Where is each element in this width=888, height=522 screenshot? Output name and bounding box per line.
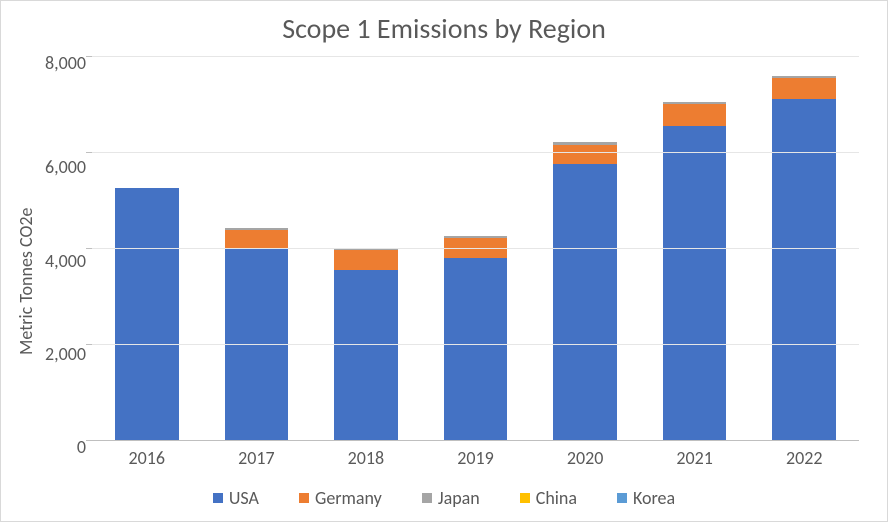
y-tick-label: 0 — [77, 438, 86, 456]
y-tick-mark — [86, 152, 92, 153]
bar-segment — [772, 78, 836, 100]
legend-item: China — [520, 487, 577, 509]
bar-segment — [663, 104, 727, 126]
legend-swatch — [422, 493, 432, 503]
legend-item: USA — [213, 487, 259, 509]
legend-item: Korea — [617, 487, 675, 509]
legend-swatch — [213, 493, 223, 503]
y-tick-label: 6,000 — [45, 158, 86, 176]
legend-swatch — [520, 493, 530, 503]
legend-label: USA — [229, 487, 259, 509]
y-tick-mark — [86, 344, 92, 345]
y-tick-label: 2,000 — [45, 345, 86, 363]
bar-segment — [444, 258, 508, 440]
legend-label: Japan — [438, 487, 480, 509]
gridline — [92, 344, 859, 345]
bar-segment — [115, 188, 179, 440]
legend-swatch — [299, 493, 309, 503]
bar — [225, 228, 289, 440]
legend-label: China — [536, 487, 577, 509]
bar — [115, 188, 179, 440]
bar-segment — [553, 145, 617, 164]
y-tick-label: 4,000 — [45, 252, 86, 270]
legend-swatch — [617, 493, 627, 503]
bar-segment — [553, 164, 617, 440]
y-tick-mark — [86, 56, 92, 57]
x-tick-label: 2018 — [311, 447, 421, 469]
x-tick-label: 2022 — [749, 447, 859, 469]
plot-and-x: 2016201720182019202020212022 — [92, 56, 859, 477]
x-axis-labels: 2016201720182019202020212022 — [92, 441, 859, 477]
x-tick-label: 2016 — [92, 447, 202, 469]
legend: USA Germany Japan China Korea — [1, 477, 887, 521]
gridline — [92, 56, 859, 57]
y-tick-mark — [86, 248, 92, 249]
plot-region: Metric Tonnes CO2e 8,000 6,000 4,000 2,000 0… — [1, 46, 887, 477]
x-tick-label: 2020 — [530, 447, 640, 469]
y-axis-title: Metric Tonnes CO2e — [15, 56, 37, 477]
bar — [553, 142, 617, 440]
chart-title: Scope 1 Emissions by Region — [1, 11, 887, 46]
x-tick-label: 2017 — [202, 447, 312, 469]
bar — [444, 236, 508, 440]
bar-segment — [663, 126, 727, 440]
legend-item: Japan — [422, 487, 480, 509]
bar-segment — [225, 230, 289, 248]
y-tick-label: 8,000 — [45, 54, 86, 72]
legend-label: Korea — [633, 487, 675, 509]
legend-item: Germany — [299, 487, 382, 509]
y-tick-mark — [86, 440, 92, 441]
x-tick-label: 2019 — [421, 447, 531, 469]
bar — [772, 76, 836, 440]
bar-segment — [334, 250, 398, 269]
gridline — [92, 248, 859, 249]
y-axis-labels: 8,000 6,000 4,000 2,000 0 — [45, 56, 86, 477]
bar-segment — [334, 270, 398, 440]
x-tick-label: 2021 — [640, 447, 750, 469]
bar-segment — [772, 99, 836, 440]
legend-label: Germany — [315, 487, 382, 509]
plot-area — [92, 56, 859, 441]
chart-frame: Scope 1 Emissions by Region Metric Tonne… — [0, 0, 888, 522]
gridline — [92, 152, 859, 153]
